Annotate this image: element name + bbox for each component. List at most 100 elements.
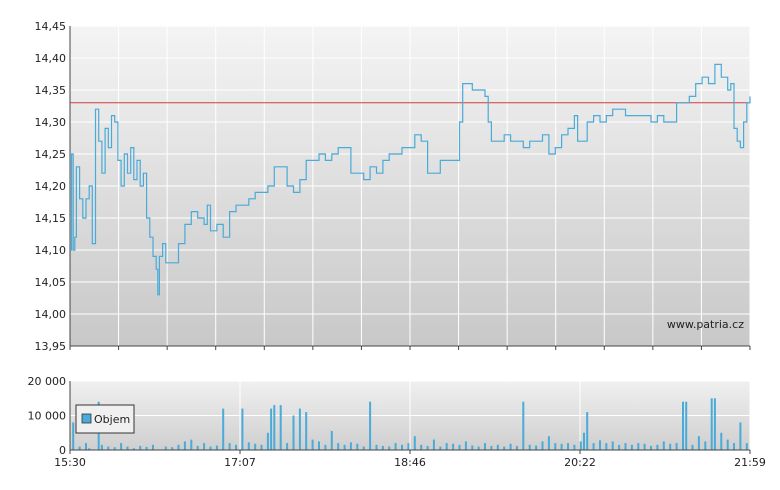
volume-bar [445,443,448,450]
volume-bar [420,444,423,450]
legend-label: Objem [94,413,130,426]
volume-bar [573,444,576,450]
volume-bar [228,443,231,450]
volume-y-tick-label: 10 000 [28,410,67,423]
price-y-tick-label: 14,35 [35,84,67,97]
volume-bar [401,444,403,450]
volume-legend: Objem [75,404,135,434]
time-x-tick-label: 21:59 [734,456,766,469]
price-panel: 13,95 14,00 14,05 14,10 14,15 14,20 14,25 14,30… [35,20,751,353]
volume-bar [145,446,148,450]
price-y-tick-label: 14,15 [35,212,67,225]
volume-bar [152,444,154,450]
volume-bar [107,446,110,450]
volume-bar [260,444,263,450]
price-y-tick-label: 14,20 [35,180,67,193]
volume-bar [554,443,557,450]
volume-bar [630,444,633,450]
volume-bar [388,446,391,450]
volume-bar [675,443,678,450]
volume-bar [471,445,474,450]
price-y-tick-label: 14,10 [35,244,67,257]
volume-bar [78,446,81,450]
volume-bar [286,443,289,450]
volume-bar [222,408,225,450]
volume-bar [496,444,499,450]
time-x-tick-label: 15:30 [54,456,86,469]
volume-bar [583,432,585,451]
volume-bar [343,444,346,450]
volume-bar [88,448,91,450]
volume-bar [305,412,308,450]
volume-bar [452,443,455,450]
volume-bar [311,439,314,450]
volume-bar [164,446,167,450]
volume-bar [547,436,550,450]
volume-bar [726,439,729,450]
volume-bar [126,446,129,450]
volume-y-tick-label: 0 [59,444,66,457]
volume-bar [704,441,707,450]
volume-bar [490,445,493,450]
volume-bar [624,443,627,450]
volume-bar [349,442,352,450]
volume-bar [413,436,416,450]
volume-bar [535,445,538,450]
time-x-tick-label: 18:46 [394,456,426,469]
volume-bar [139,445,142,450]
volume-bar [691,444,694,450]
volume-bar [177,444,180,450]
volume-bar [196,445,199,450]
volume-bar [241,408,244,450]
price-y-tick-label: 14,40 [35,52,67,65]
volume-bar [579,441,582,450]
volume-bar [292,415,295,450]
volume-bar [171,447,174,450]
volume-bar [713,398,716,451]
volume-bar [662,441,665,450]
volume-bar [432,439,435,450]
volume-bar [266,432,269,451]
time-x-tick-label: 17:07 [224,456,256,469]
volume-bar [464,441,467,450]
volume-bar [394,443,397,450]
price-y-tick-label: 14,30 [35,116,67,129]
volume-bar [503,446,506,450]
legend-swatch [81,413,92,424]
volume-bar [656,444,659,450]
volume-bar [611,441,614,450]
volume-bar [381,445,384,450]
volume-bar [247,442,250,450]
volume-bar [515,445,518,450]
volume-bar [235,444,237,450]
volume-bar [586,412,589,450]
volume-bar [356,443,359,450]
volume-bar [298,408,301,450]
volume-bar [685,401,688,450]
volume-bar [682,401,684,450]
volume-bar [362,446,365,450]
volume-bar [279,405,282,450]
volume-bar [605,443,608,450]
volume-bar [739,422,742,450]
volume-bar [254,443,257,450]
volume-bar [203,443,206,450]
volume-bar [426,445,429,450]
volume-bar [720,432,723,451]
volume-bar [484,443,486,450]
volume-bar [541,441,544,450]
volume-bar [567,443,569,450]
volume-bar [592,443,595,450]
volume-bar [509,443,512,450]
volume-bar [318,441,320,450]
volume-bar [273,405,276,450]
volume-bar [669,443,672,450]
volume-bar [458,444,461,450]
volume-bar [270,408,273,450]
volume-bar [650,445,652,450]
volume-bar [733,443,735,450]
volume-panel: 0 10 000 20 000 15:30 17:07 18:46 20:22 21:59 Ob… [28,375,766,469]
volume-bar [439,446,442,450]
time-x-tick-label: 20:22 [564,456,596,469]
price-y-tick-label: 14,25 [35,148,67,161]
